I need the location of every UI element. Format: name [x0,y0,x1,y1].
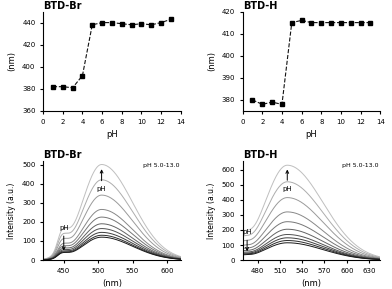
Text: BTD-H: BTD-H [243,150,277,160]
Text: pH 5.0-13.0: pH 5.0-13.0 [342,163,379,168]
X-axis label: (nm): (nm) [301,279,321,288]
X-axis label: (nm): (nm) [102,279,122,288]
Y-axis label: (nm): (nm) [207,51,216,71]
Y-axis label: (nm): (nm) [7,51,16,71]
X-axis label: pH: pH [306,130,317,139]
Text: pH: pH [242,229,252,250]
Text: pH: pH [97,170,106,192]
Text: BTD-H: BTD-H [243,1,277,11]
Text: BTD-Br: BTD-Br [43,150,82,160]
Text: pH 5.0-13.0: pH 5.0-13.0 [143,163,180,168]
Text: pH: pH [283,171,292,192]
Y-axis label: Intensity (a.u.): Intensity (a.u.) [207,182,216,239]
Y-axis label: Intensity (a.u.): Intensity (a.u.) [7,182,16,239]
X-axis label: pH: pH [106,130,118,139]
Text: BTD-Br: BTD-Br [43,1,82,11]
Text: pH: pH [59,225,69,249]
